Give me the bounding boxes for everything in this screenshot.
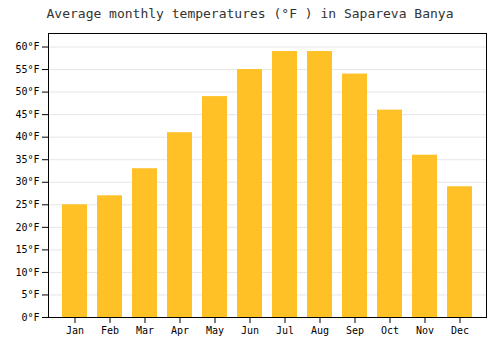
svg-text:40°F: 40°F [15, 131, 39, 142]
svg-text:60°F: 60°F [15, 41, 39, 52]
svg-text:50°F: 50°F [15, 86, 39, 97]
svg-text:Aug: Aug [311, 325, 329, 336]
svg-text:May: May [206, 325, 224, 336]
svg-text:Apr: Apr [171, 325, 189, 336]
svg-text:Mar: Mar [136, 325, 154, 336]
svg-text:Dec: Dec [451, 325, 469, 336]
svg-text:Jun: Jun [241, 325, 259, 336]
svg-text:Sep: Sep [346, 325, 364, 336]
svg-text:35°F: 35°F [15, 154, 39, 165]
svg-text:20°F: 20°F [15, 222, 39, 233]
svg-text:Jan: Jan [66, 325, 84, 336]
svg-text:Oct: Oct [381, 325, 399, 336]
svg-text:45°F: 45°F [15, 109, 39, 120]
html-text:Average monthly temperatures (: Average monthly temperatures (°F ) in Sa… [46, 6, 454, 21]
svg-text:0°F: 0°F [21, 312, 39, 323]
svg-text:25°F: 25°F [15, 199, 39, 210]
svg-text:Nov: Nov [416, 325, 434, 336]
svg-text:55°F: 55°F [15, 64, 39, 75]
svg-text:Feb: Feb [101, 325, 119, 336]
svg-text:10°F: 10°F [15, 267, 39, 278]
svg-text:5°F: 5°F [21, 289, 39, 300]
svg-text:30°F: 30°F [15, 176, 39, 187]
svg-text:15°F: 15°F [15, 244, 39, 255]
svg-text:Jul: Jul [276, 325, 294, 336]
